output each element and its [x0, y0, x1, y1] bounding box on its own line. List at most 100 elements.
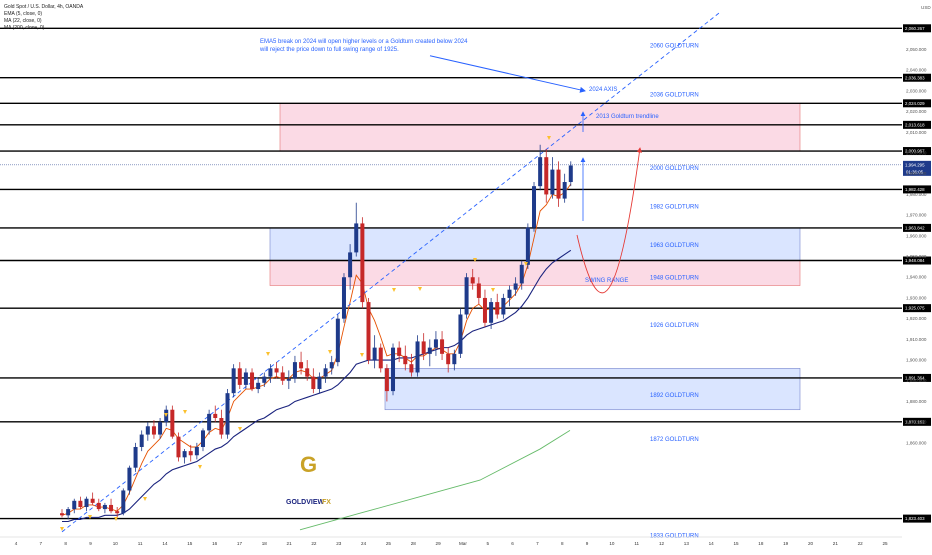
price-tag-bg-9 — [903, 373, 931, 382]
candle-body-68 — [476, 283, 481, 298]
y-tick-label-5: 1,910.000 — [906, 337, 927, 342]
signal-triangle-1 — [88, 515, 92, 519]
price-tag-0: 2,060.267 — [905, 26, 925, 31]
level-label-9: 1892 GOLDTURN — [650, 393, 699, 399]
candle-body-52 — [378, 347, 383, 369]
price-axis-currency: USD — [921, 5, 931, 10]
annotations-layer: EMA5 break on 2024 will open higher leve… — [259, 39, 659, 294]
x-tick-label-31: 19 — [783, 541, 789, 546]
x-tick-label-19: 5 — [486, 541, 489, 546]
candle-body-0 — [60, 513, 64, 516]
price-tag-bg-11 — [903, 514, 931, 523]
markers-layer — [60, 136, 551, 531]
label-swing-range: SWING RANGE — [585, 278, 628, 284]
candle-body-53 — [384, 368, 389, 392]
level-label-6: 1963 GOLDTURN — [650, 243, 699, 249]
ma22-line — [62, 249, 572, 523]
candle-body-35 — [274, 368, 279, 373]
current-price-tag: 1,994.295 — [905, 162, 925, 167]
y-tick-label-18: 2,040.000 — [906, 68, 927, 73]
candle-body-49 — [360, 223, 365, 303]
candle-body-59 — [421, 341, 426, 354]
price-tag-bg-1 — [903, 73, 931, 82]
time-axis: 4 7 8 9 10 11 14 15 16 17 18 21 22 23 24 25 28 29 Mar 5 6 7 8 9… — [0, 536, 902, 546]
candle-body-4 — [84, 498, 89, 508]
level-label-1: 2036 GOLDTURN — [650, 93, 699, 99]
x-tick-label-20: 6 — [511, 541, 514, 546]
x-tick-label-4: 10 — [113, 541, 119, 546]
y-tick-label-1: 1,870.000 — [906, 420, 927, 425]
candle-body-62 — [440, 339, 445, 354]
signal-triangle-10 — [360, 353, 364, 357]
x-tick-label-21: 7 — [536, 541, 539, 546]
x-tick-label-2: 8 — [64, 541, 67, 546]
y-tick-label-11: 1,970.000 — [906, 213, 927, 218]
price-tag-bg-0 — [903, 24, 931, 33]
candle-body-5 — [90, 498, 95, 503]
candle-body-48 — [354, 223, 359, 253]
signal-triangle-11 — [392, 288, 396, 292]
logo-text-suffix: FX — [322, 499, 331, 506]
x-tick-label-11: 21 — [287, 541, 293, 546]
candle-body-66 — [464, 277, 469, 315]
candle-body-6 — [96, 502, 101, 510]
y-tick-label-13: 1,990.000 — [906, 171, 927, 176]
candle-body-47 — [348, 252, 353, 278]
candle-body-36 — [280, 372, 285, 381]
candle-body-20 — [182, 451, 187, 458]
legend-indicator-ma200: MA (200, close, 0) — [4, 25, 45, 31]
x-tick-label-8: 16 — [212, 541, 218, 546]
x-tick-label-35: 25 — [882, 541, 888, 546]
level-label-0: 2060 GOLDTURN — [650, 43, 699, 49]
price-axis: USD 2,060.267 2,036.383 2,024.029 2,013.618… — [903, 5, 931, 523]
candle-body-37 — [286, 378, 291, 381]
candle-body-7 — [102, 504, 107, 510]
candle-body-54 — [391, 347, 396, 392]
candle-body-50 — [366, 302, 371, 361]
x-tick-label-24: 10 — [609, 541, 615, 546]
level-label-7: 1948 GOLDTURN — [650, 276, 699, 282]
candle-body-58 — [415, 341, 420, 373]
candle-body-81 — [556, 169, 561, 199]
candle-body-26 — [219, 418, 224, 435]
y-tick-label-19: 2,050.000 — [906, 47, 927, 52]
signal-triangle-16 — [547, 136, 551, 140]
candle-body-63 — [446, 353, 451, 365]
candle-body-14 — [145, 426, 150, 435]
x-tick-label-25: 11 — [634, 541, 639, 546]
candle-body-67 — [470, 277, 475, 284]
levels-layer: 2060 GOLDTURN 2036 GOLDTURN 2000 GOLDTURN 1… — [0, 27, 902, 540]
candle-body-24 — [207, 413, 212, 431]
price-tag-8: 1,925.075 — [905, 306, 925, 311]
x-tick-label-18: Mar — [459, 541, 467, 546]
x-tick-label-34: 22 — [858, 541, 864, 546]
signal-triangle-12 — [418, 287, 422, 291]
y-tick-label-10: 1,960.000 — [906, 233, 927, 238]
price-tag-1: 2,036.383 — [905, 75, 925, 80]
candle-body-18 — [170, 409, 175, 437]
candle-body-82 — [562, 182, 567, 199]
signal-triangle-13 — [473, 258, 477, 262]
x-tick-label-0: 4 — [15, 541, 18, 546]
signal-triangle-8 — [266, 352, 270, 356]
ma200-line — [299, 430, 571, 531]
goldview-logo: G GOLDVIEW FX — [286, 452, 331, 506]
y-tick-label-14: 2,000.000 — [906, 151, 927, 156]
candle-body-13 — [139, 434, 144, 447]
x-tick-label-29: 15 — [733, 541, 739, 546]
candle-body-16 — [158, 422, 163, 435]
candle-body-40 — [305, 368, 310, 377]
candle-body-15 — [151, 426, 156, 435]
x-tick-label-30: 18 — [758, 541, 764, 546]
price-tag-6: 1,963.842 — [905, 225, 925, 230]
logo-text-main: GOLDVIEW — [286, 499, 325, 506]
y-tick-label-12: 1,980.000 — [906, 192, 927, 197]
candle-body-51 — [372, 347, 377, 361]
candle-body-39 — [299, 362, 304, 369]
candle-body-57 — [409, 364, 414, 373]
y-tick-label-2: 1,880.000 — [906, 399, 927, 404]
level-label-10: 1872 GOLDTURN — [650, 437, 699, 443]
signal-triangle-7 — [238, 427, 242, 431]
